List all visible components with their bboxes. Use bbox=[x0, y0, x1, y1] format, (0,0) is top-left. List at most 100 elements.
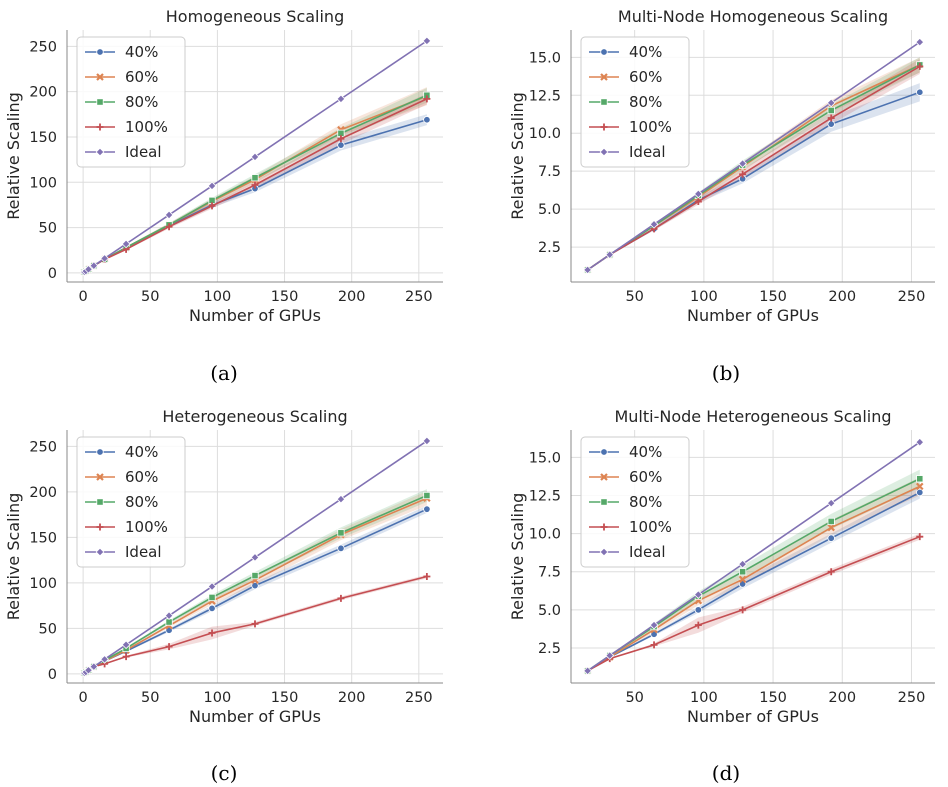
legend-marker bbox=[96, 73, 104, 81]
y-tick-label: 250 bbox=[29, 39, 57, 55]
data-point bbox=[423, 491, 431, 500]
data-point bbox=[694, 621, 702, 629]
legend-marker bbox=[96, 448, 104, 456]
data-point bbox=[121, 239, 131, 249]
legend-marker bbox=[600, 473, 608, 481]
data-point bbox=[827, 114, 835, 122]
data-point bbox=[251, 174, 259, 182]
legend-label: Ideal bbox=[125, 543, 162, 561]
legend-label: 40% bbox=[125, 43, 158, 61]
legend-marker bbox=[95, 547, 105, 557]
legend-marker bbox=[96, 123, 104, 131]
x-tick-label: 150 bbox=[759, 690, 787, 706]
x-tick-label: 100 bbox=[690, 289, 718, 305]
y-tick-label: 10.0 bbox=[529, 527, 561, 543]
chart-panel-4: 50 100 150 200 250 2.5 5.0 7.5 10.0 12.5 15.0 Multi… bbox=[508, 407, 935, 785]
data-point bbox=[693, 590, 703, 599]
legend-label: 100% bbox=[629, 518, 672, 536]
x-tick-label: 150 bbox=[759, 289, 787, 305]
y-axis-label: Relative Scaling bbox=[508, 493, 527, 621]
y-tick-label: 250 bbox=[29, 439, 57, 455]
data-point bbox=[337, 529, 345, 537]
data-point bbox=[916, 88, 924, 96]
chart-title: Homogeneous Scaling bbox=[166, 7, 344, 26]
data-point bbox=[84, 264, 93, 274]
data-point bbox=[337, 141, 345, 149]
data-point bbox=[164, 611, 174, 621]
y-tick-label: 50 bbox=[39, 621, 57, 637]
x-tick-label: 200 bbox=[338, 289, 366, 305]
y-tick-label: 15.0 bbox=[529, 50, 561, 66]
legend-marker bbox=[96, 473, 104, 481]
legend-box bbox=[76, 36, 186, 168]
legend-label: 80% bbox=[125, 493, 158, 511]
data-point bbox=[693, 189, 703, 199]
data-point bbox=[916, 488, 924, 497]
y-tick-label: 7.5 bbox=[538, 565, 561, 581]
y-tick-label: 7.5 bbox=[538, 164, 561, 180]
data-point bbox=[122, 653, 130, 661]
data-point bbox=[650, 641, 658, 649]
data-point bbox=[827, 120, 835, 128]
legend-marker bbox=[96, 98, 104, 106]
data-point bbox=[583, 666, 592, 676]
y-tick-label: 5.0 bbox=[538, 603, 561, 619]
data-point bbox=[915, 482, 924, 491]
data-point bbox=[827, 517, 835, 526]
data-point bbox=[336, 94, 346, 104]
data-point bbox=[827, 106, 835, 115]
panel-caption: (a) bbox=[210, 361, 238, 385]
y-tick-label: 2.5 bbox=[538, 240, 561, 256]
x-tick-label: 0 bbox=[78, 690, 87, 706]
x-tick-label: 150 bbox=[271, 289, 299, 305]
y-tick-label: 12.5 bbox=[529, 88, 561, 104]
data-point bbox=[208, 629, 216, 637]
data-point bbox=[251, 572, 259, 580]
data-point bbox=[916, 475, 924, 483]
x-tick-label: 150 bbox=[271, 690, 299, 706]
data-point bbox=[694, 198, 702, 206]
data-point bbox=[337, 544, 345, 553]
x-tick-label: 100 bbox=[204, 289, 232, 305]
data-point bbox=[605, 250, 615, 260]
data-point bbox=[208, 604, 216, 613]
confidence-band bbox=[587, 57, 920, 270]
legend-label: 100% bbox=[629, 118, 672, 136]
chart-title: Multi-Node Homogeneous Scaling bbox=[618, 7, 888, 26]
legend-marker bbox=[600, 48, 608, 56]
legend-label: 40% bbox=[125, 443, 158, 461]
y-tick-label: 100 bbox=[29, 576, 57, 592]
x-tick-label: 200 bbox=[828, 289, 856, 305]
legend-box bbox=[76, 436, 186, 568]
chart-title: Multi-Node Heterogeneous Scaling bbox=[614, 407, 891, 426]
data-point bbox=[207, 582, 217, 591]
legend-marker bbox=[95, 147, 105, 157]
x-tick-label: 50 bbox=[625, 289, 643, 305]
data-point bbox=[207, 181, 217, 191]
data-point bbox=[649, 620, 659, 630]
data-point bbox=[89, 662, 99, 671]
data-point bbox=[250, 152, 260, 162]
data-point bbox=[422, 36, 432, 46]
x-axis-label: Number of GPUs bbox=[687, 707, 819, 726]
data-point bbox=[826, 98, 836, 108]
y-tick-label: 10.0 bbox=[529, 126, 561, 142]
data-point bbox=[827, 523, 835, 532]
panel-caption: (c) bbox=[211, 761, 238, 785]
x-axis-label: Number of GPUs bbox=[189, 707, 321, 726]
x-tick-label: 200 bbox=[338, 690, 366, 706]
panel-caption: (d) bbox=[712, 761, 740, 785]
data-point bbox=[164, 210, 174, 220]
legend-marker bbox=[599, 547, 609, 557]
panel-caption: (b) bbox=[712, 361, 740, 385]
data-point bbox=[423, 116, 431, 124]
legend-box bbox=[580, 436, 690, 568]
data-point bbox=[251, 581, 259, 590]
data-point bbox=[165, 643, 173, 651]
data-point bbox=[251, 620, 259, 628]
data-point bbox=[916, 533, 924, 541]
chart-panel-1: 0 50 100 150 200 250 0 50 100 150 200 250 Homogeneou… bbox=[4, 7, 443, 385]
data-point bbox=[423, 505, 431, 513]
data-point bbox=[583, 265, 592, 275]
